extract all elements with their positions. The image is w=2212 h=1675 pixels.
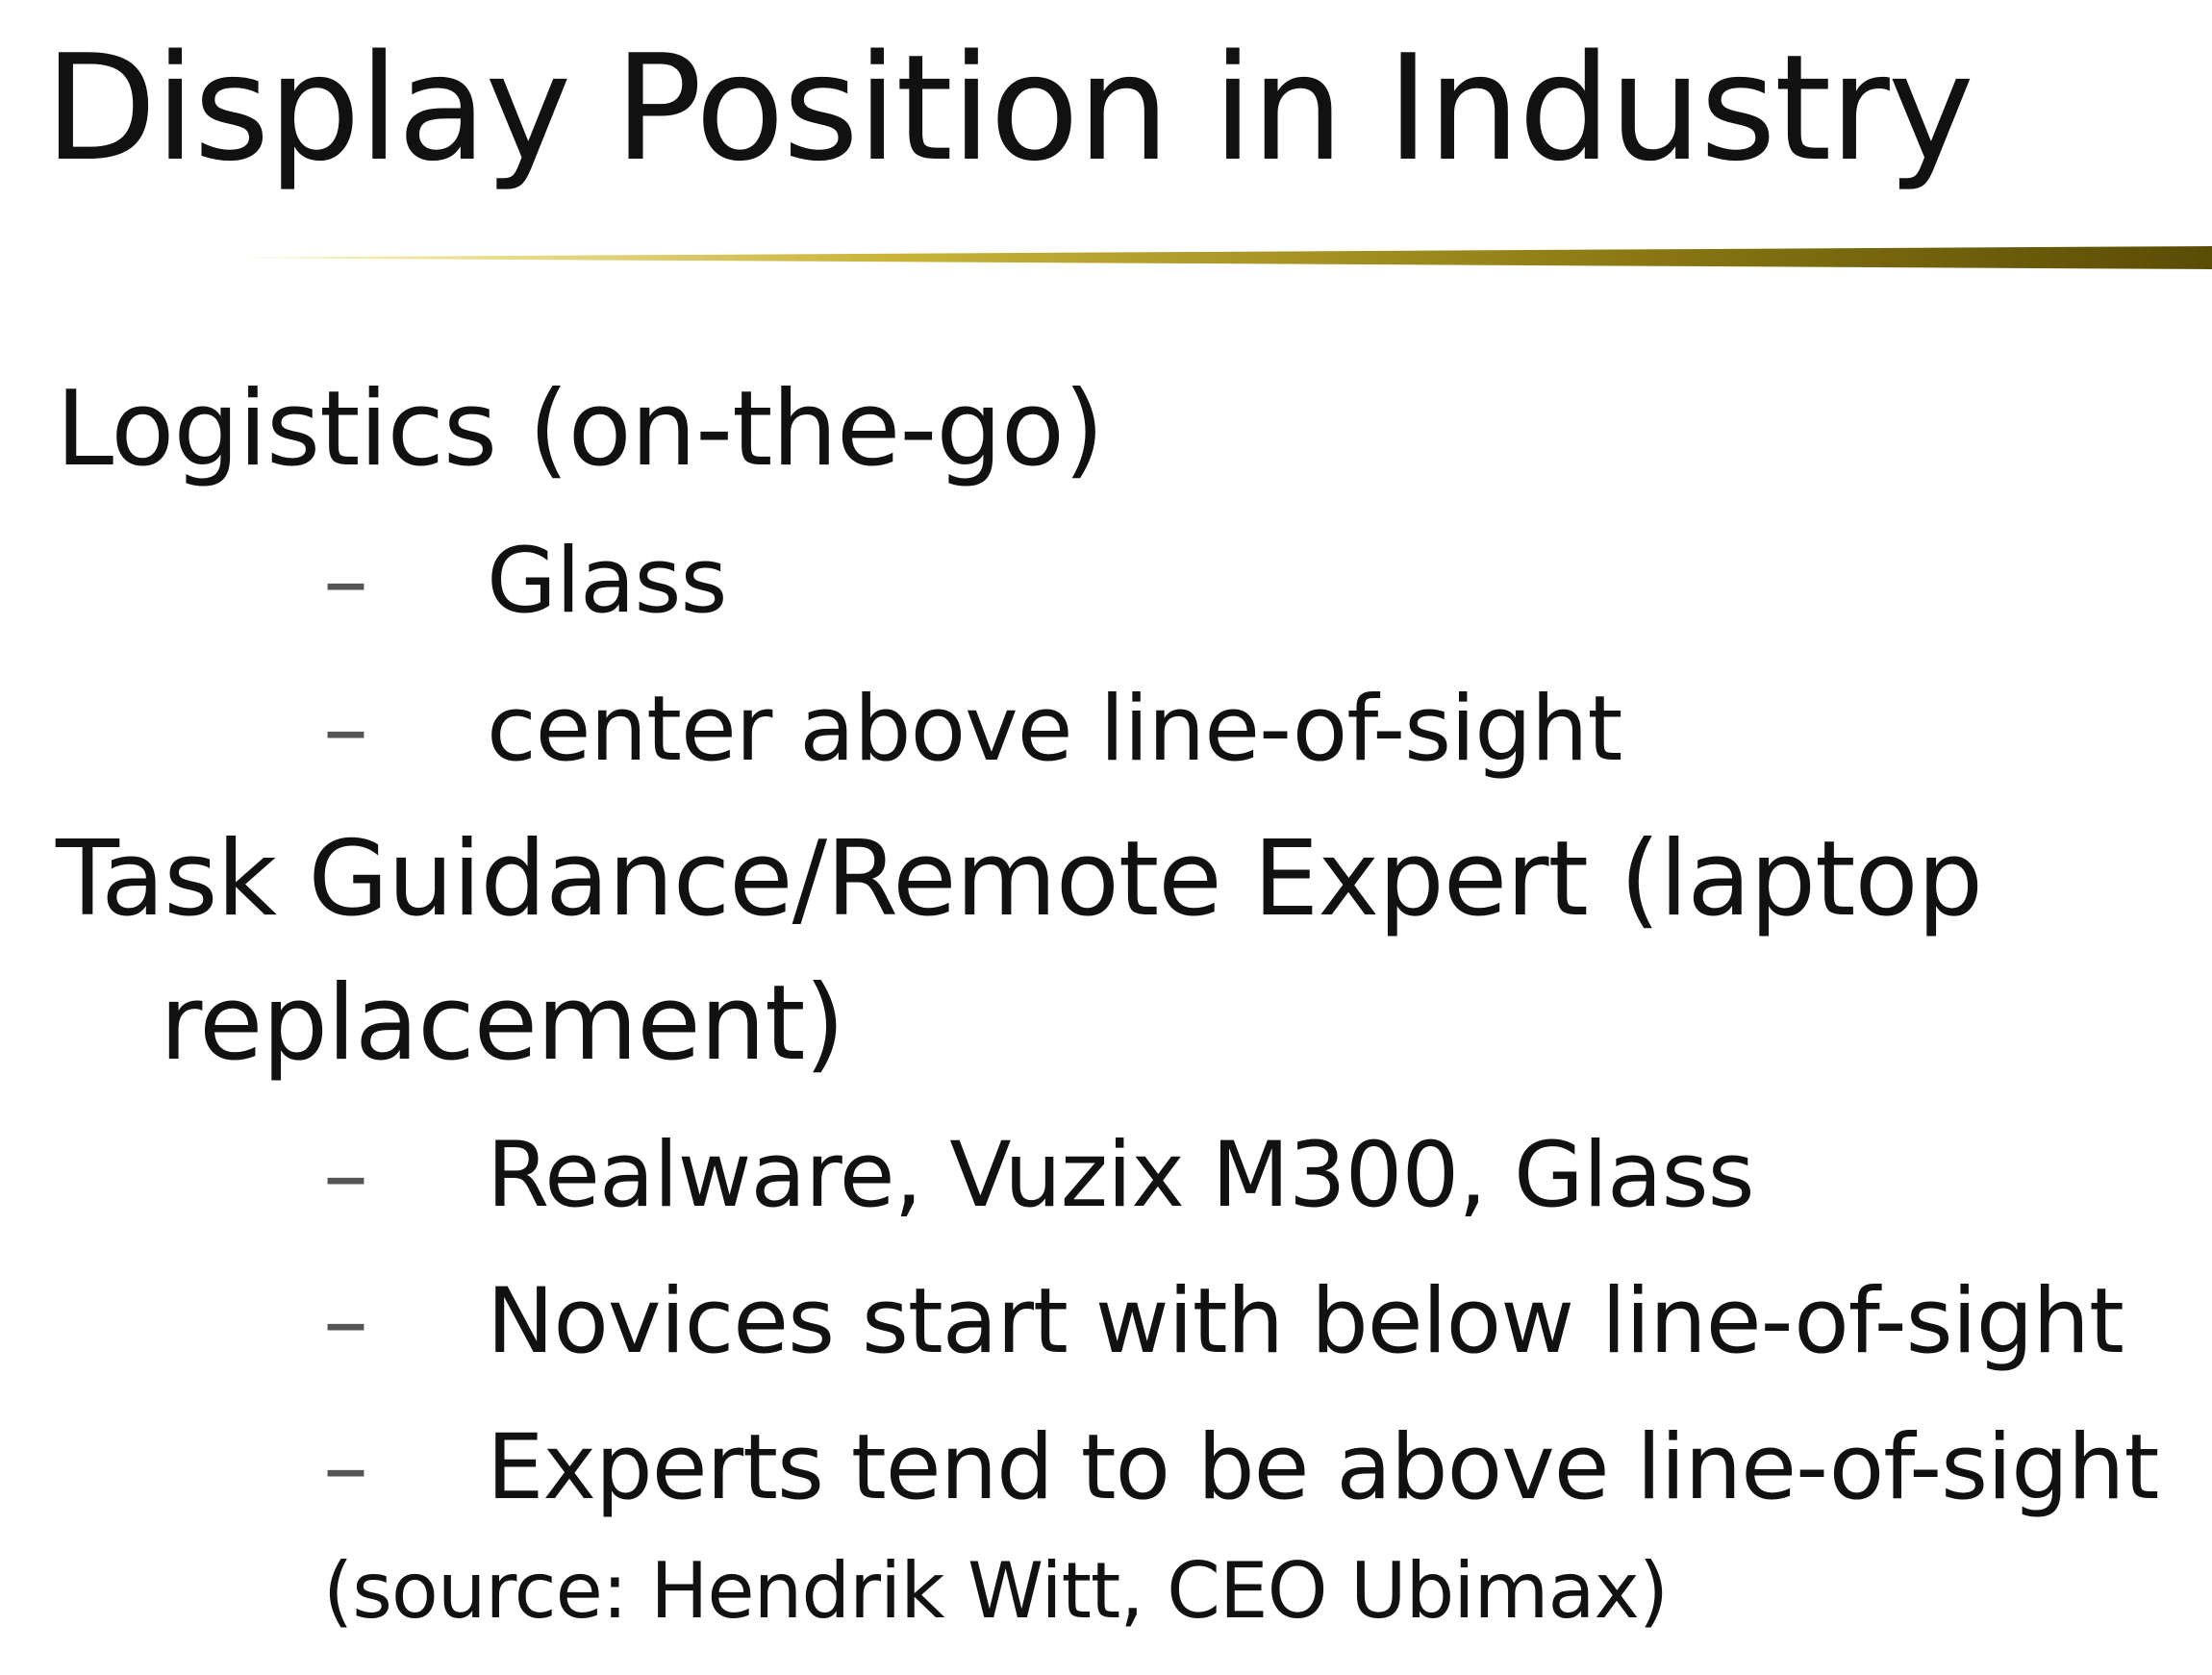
sub-bullet-novices: – Novices start with below line-of-sight: [323, 1250, 2124, 1394]
title-divider: [173, 242, 2212, 273]
sub-bullet-glass: – Glass: [323, 510, 728, 654]
bullet-task-guidance-line2: replacement): [160, 963, 845, 1084]
sub-bullet-experts: – Experts tend to be above line-of-sight: [323, 1396, 2159, 1540]
dash-marker: –: [323, 677, 368, 782]
bullet-task-guidance-line1: Task Guidance/Remote Expert (laptop: [56, 819, 1983, 939]
divider-line: [173, 246, 2212, 269]
bullet-logistics-text: Logistics (on-the-go): [56, 369, 1104, 489]
sub-bullet-text: Realware, Vuzix M300, Glass: [487, 1123, 1755, 1228]
sub-bullet-devices: – Realware, Vuzix M300, Glass: [323, 1104, 1755, 1248]
bullet-logistics: Logistics (on-the-go): [56, 358, 1104, 502]
sub-bullet-text: Experts tend to be above line-of-sight: [487, 1415, 2159, 1520]
sub-bullet-text: Glass: [487, 529, 728, 634]
slide-title: Display Position in Industry: [44, 23, 1974, 193]
bullet-task-guidance: Task Guidance/Remote Expert (laptop repl…: [56, 808, 1983, 1096]
source-citation: (source: Hendrik Witt, CEO Ubimax): [323, 1546, 1669, 1636]
sub-bullet-text: center above line-of-sight: [487, 677, 1622, 782]
dash-marker: –: [323, 529, 368, 634]
dash-marker: –: [323, 1269, 368, 1374]
sub-bullet-text: Novices start with below line-of-sight: [487, 1269, 2124, 1374]
dash-marker: –: [323, 1123, 368, 1228]
sub-bullet-center-above: – center above line-of-sight: [323, 658, 1622, 802]
dash-marker: –: [323, 1415, 368, 1520]
